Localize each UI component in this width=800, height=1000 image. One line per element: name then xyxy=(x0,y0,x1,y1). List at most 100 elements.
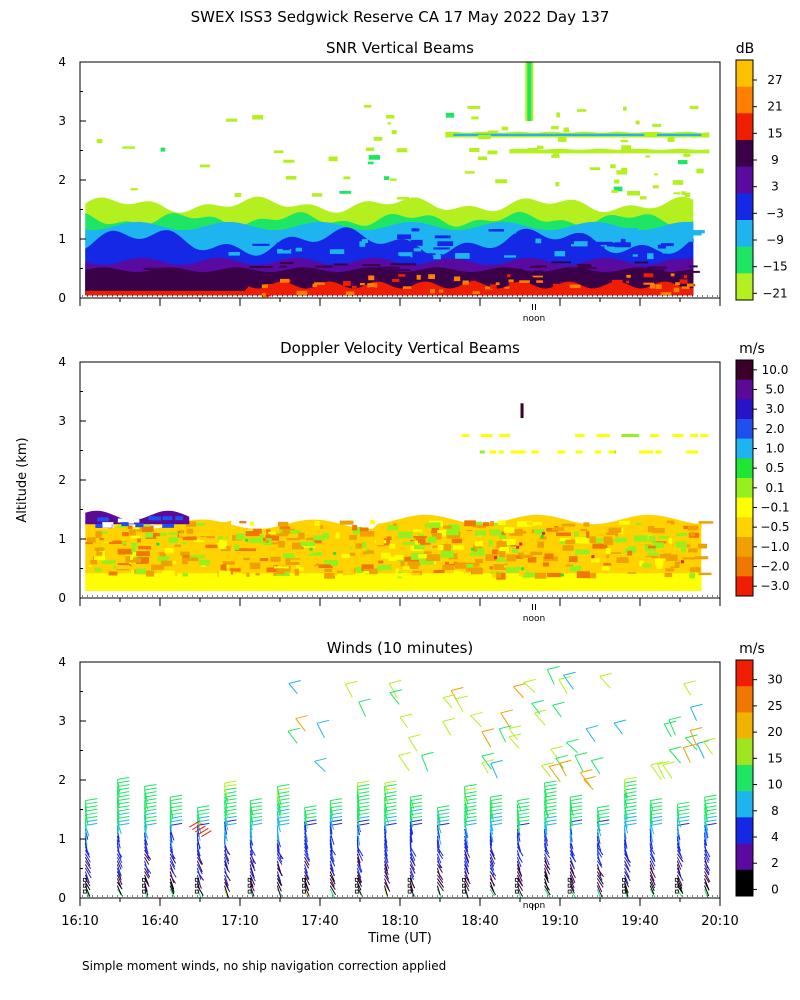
wind-barb xyxy=(249,850,255,863)
doppler-speckle xyxy=(409,562,419,569)
wind-barb-upper xyxy=(683,683,692,696)
winds-noon-label: noon xyxy=(523,901,545,911)
snr-speck xyxy=(487,130,499,133)
wind-barb xyxy=(84,853,91,863)
wind-barb xyxy=(304,818,308,829)
snr-speckle xyxy=(189,272,198,275)
doppler-speckle xyxy=(179,533,187,537)
doppler-speckle xyxy=(402,566,412,570)
doppler-speckle xyxy=(241,548,256,552)
doppler-speckle xyxy=(220,564,227,571)
snr-speckle xyxy=(503,229,513,232)
doppler-speckle xyxy=(127,526,140,530)
doppler-speckle xyxy=(575,537,591,544)
snr-speck xyxy=(621,167,628,172)
doppler-speckle xyxy=(108,570,118,576)
wind-barb xyxy=(544,797,548,809)
wind-barb-upper-flag xyxy=(657,760,670,765)
snr-speckle xyxy=(348,250,358,254)
wind-barb-upper xyxy=(442,697,453,709)
snr-speckle xyxy=(434,235,451,239)
doppler-speckle xyxy=(437,530,452,537)
wind-barb-upper-flag xyxy=(499,725,512,730)
wind-barb xyxy=(116,839,120,853)
doppler-cap-speck xyxy=(131,518,140,523)
colorbar-swatch xyxy=(736,140,753,167)
wind-barb xyxy=(436,857,441,869)
wind-barb xyxy=(649,804,653,816)
snr-speckle xyxy=(507,273,511,278)
doppler-speckle xyxy=(454,553,463,557)
wind-barb xyxy=(704,821,709,835)
wind-barb xyxy=(516,871,523,882)
snr-speckle xyxy=(314,282,325,285)
doppler-speckle xyxy=(576,571,590,579)
wind-barb xyxy=(704,839,707,854)
snr-speck xyxy=(551,125,559,130)
doppler-upper xyxy=(575,450,583,454)
colorbar-swatch xyxy=(736,478,753,498)
snr-panel: SNR Vertical Beams dB 0 1 2 3 4 noon 27 21 15 9… xyxy=(58,39,787,324)
doppler-speckle xyxy=(428,522,441,528)
snr-speckle xyxy=(405,233,423,240)
snr-speckle xyxy=(269,255,279,259)
wind-barb-upper xyxy=(546,669,555,685)
wind-barb xyxy=(464,842,468,853)
doppler-speckle xyxy=(559,537,571,542)
snr-speckle xyxy=(265,291,272,297)
doppler-speckle xyxy=(320,525,324,529)
snr-speckle xyxy=(659,237,677,241)
wind-barb-upper-flag xyxy=(550,745,563,750)
wind-barb-flag xyxy=(357,787,370,791)
wind-barb xyxy=(84,874,90,884)
wind-barb-upper-flag xyxy=(683,680,696,685)
wind-barb xyxy=(569,867,576,879)
wind-barb xyxy=(224,878,229,889)
wind-barb xyxy=(516,832,520,847)
doppler-speckle xyxy=(279,529,283,533)
wind-barb-flag xyxy=(704,794,717,798)
wind-barb-upper-flag xyxy=(481,728,495,733)
wind-barb xyxy=(144,825,147,838)
colorbar-swatch xyxy=(736,379,753,400)
wind-barb-flag xyxy=(650,798,663,802)
wind-barb xyxy=(249,818,253,831)
wind-barb xyxy=(544,825,547,837)
wind-barb xyxy=(249,871,256,882)
wind-barb xyxy=(704,878,710,891)
wind-barb-upper-flag xyxy=(558,676,571,680)
doppler-speckle xyxy=(451,538,463,544)
wind-barb xyxy=(436,874,444,884)
wind-barb-upper xyxy=(287,730,298,744)
wind-barb-upper-flag xyxy=(690,726,703,731)
wind-barb xyxy=(224,853,230,865)
doppler-speckle xyxy=(298,567,304,572)
doppler-speckle xyxy=(397,539,410,543)
x-tick-label: 20:10 xyxy=(701,914,738,929)
snr-speckle xyxy=(433,247,450,250)
doppler-speckle xyxy=(521,567,525,571)
wind-barb xyxy=(544,885,551,896)
wind-barb xyxy=(84,867,92,879)
snr-speckle xyxy=(626,280,630,284)
wind-barb-flag xyxy=(384,780,397,784)
calm-marker xyxy=(622,877,626,882)
snr-speck xyxy=(652,123,662,127)
wind-barb xyxy=(304,871,309,880)
doppler-speckle xyxy=(424,551,432,554)
wind-barb xyxy=(464,828,468,839)
doppler-speckle xyxy=(442,544,452,551)
wind-barb xyxy=(489,825,494,835)
snr-speck xyxy=(273,150,284,154)
wind-barb xyxy=(516,881,524,891)
colorbar-swatch xyxy=(736,537,753,557)
colorbar-swatch xyxy=(736,791,753,818)
wind-barb-upper-flag xyxy=(613,719,627,724)
wind-barb xyxy=(409,796,415,810)
wind-barb-flag xyxy=(704,819,717,823)
doppler-upper xyxy=(621,433,637,437)
doppler-speckle xyxy=(532,522,542,526)
doppler-speckle xyxy=(146,570,155,577)
wind-barb xyxy=(596,846,604,856)
wind-barb xyxy=(624,857,631,867)
